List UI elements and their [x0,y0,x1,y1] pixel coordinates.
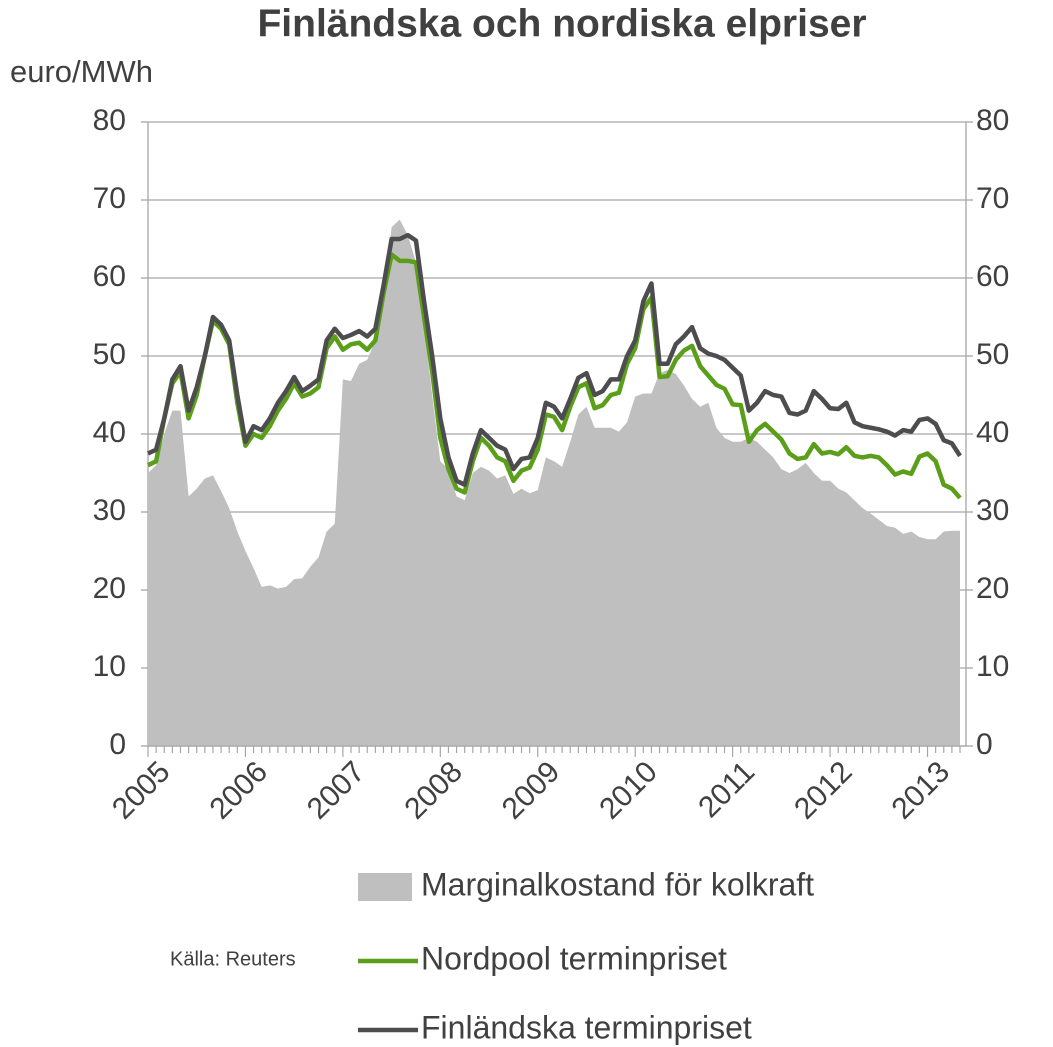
y2-tick-label: 50 [976,338,1009,371]
y-tick-label: 80 [93,104,126,137]
y-tick-label: 70 [93,182,126,215]
y-tick-label: 40 [93,416,126,449]
area [148,219,960,746]
x-tick-label: 2005 [106,755,177,826]
y2-tick-label: 20 [976,572,1009,605]
y2-tick-label: 30 [976,494,1009,527]
legend-label: Finländska terminpriset [421,1009,752,1045]
y-axis-label: euro/MWh [10,54,153,89]
y-tick-label: 20 [93,572,126,605]
source: Källa: Reuters [170,948,296,970]
y2-tick-label: 70 [976,182,1009,215]
y2-tick-label: 40 [976,416,1009,449]
y2-tick-label: 0 [976,728,993,761]
line [147,252,962,500]
legend-swatch [358,873,412,901]
x-tick-label: 2007 [301,755,372,826]
y2-tick-label: 80 [976,104,1009,137]
y-tick-label: 60 [93,260,126,293]
y-tick-label: 0 [109,728,126,761]
y2-tick-label: 60 [976,260,1009,293]
line [147,232,962,487]
legend-label: Nordpool terminpriset [421,940,727,976]
x-tick-label: 2011 [692,755,761,824]
x-tick-label: 2012 [788,755,859,826]
y2-tick-label: 10 [976,650,1009,683]
y-tick-label: 50 [93,338,126,371]
y-tick-label: 30 [93,494,126,527]
legend-label: Marginalkostand för kolkraft [421,866,814,902]
x-tick-label: 2006 [203,755,274,826]
x-tick-label: 2013 [886,755,957,826]
x-tick-label: 2010 [593,755,664,826]
x-tick-label: 2009 [496,755,567,826]
y-tick-label: 10 [93,650,126,683]
chart-title: Finländska och nordiska elpriser [257,2,866,45]
x-tick-label: 2008 [398,755,469,826]
